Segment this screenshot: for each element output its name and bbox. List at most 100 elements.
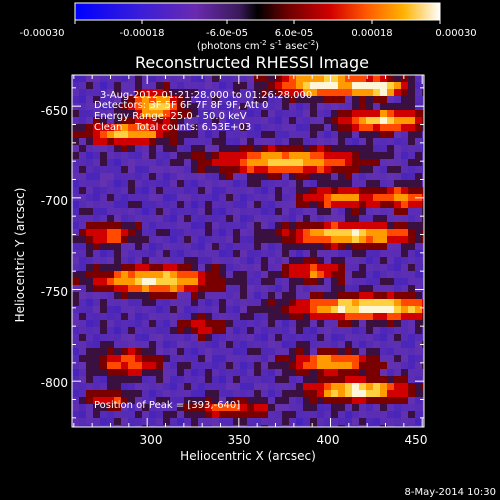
image-pixel <box>359 222 367 230</box>
image-pixel <box>289 285 297 293</box>
image-pixel <box>93 327 101 335</box>
image-pixel <box>268 215 276 223</box>
image-pixel <box>128 89 136 97</box>
image-pixel <box>177 222 185 230</box>
image-pixel <box>240 89 248 97</box>
image-pixel <box>79 390 87 398</box>
image-pixel <box>240 82 248 90</box>
image-pixel <box>184 264 192 272</box>
image-pixel <box>212 89 220 97</box>
image-pixel <box>198 110 206 118</box>
image-pixel <box>359 369 367 377</box>
image-pixel <box>100 376 108 384</box>
image-pixel <box>261 75 269 83</box>
image-pixel <box>93 236 101 244</box>
image-pixel <box>86 229 94 237</box>
image-pixel <box>226 124 234 132</box>
image-pixel <box>212 187 220 195</box>
image-pixel <box>121 229 129 237</box>
image-pixel <box>198 292 206 300</box>
image-pixel <box>114 75 122 83</box>
image-pixel <box>121 292 129 300</box>
image-pixel <box>282 411 290 419</box>
image-pixel <box>247 425 255 427</box>
image-pixel <box>79 306 87 314</box>
image-pixel <box>135 355 143 363</box>
image-pixel <box>275 103 283 111</box>
image-pixel <box>275 82 283 90</box>
image-pixel <box>177 208 185 216</box>
image-pixel <box>296 117 304 125</box>
image-pixel <box>338 292 346 300</box>
image-pixel <box>177 313 185 321</box>
image-pixel <box>198 152 206 160</box>
image-pixel <box>212 334 220 342</box>
image-pixel <box>296 110 304 118</box>
image-pixel <box>422 243 424 251</box>
image-pixel <box>247 334 255 342</box>
image-pixel <box>86 425 94 427</box>
image-pixel <box>366 180 374 188</box>
image-pixel <box>387 299 395 307</box>
image-pixel <box>191 229 199 237</box>
image-pixel <box>184 383 192 391</box>
image-pixel <box>191 201 199 209</box>
image-pixel <box>282 152 290 160</box>
image-pixel <box>324 208 332 216</box>
image-pixel <box>93 397 101 405</box>
image-pixel <box>324 390 332 398</box>
image-pixel <box>268 390 276 398</box>
image-pixel <box>142 264 150 272</box>
image-pixel <box>310 187 318 195</box>
image-pixel <box>170 187 178 195</box>
image-pixel <box>177 320 185 328</box>
image-pixel <box>268 376 276 384</box>
image-pixel <box>338 348 346 356</box>
image-pixel <box>121 355 129 363</box>
image-pixel <box>303 215 311 223</box>
image-pixel <box>93 355 101 363</box>
image-pixel <box>121 271 129 279</box>
image-pixel <box>352 229 360 237</box>
image-pixel <box>163 208 171 216</box>
image-pixel <box>331 194 339 202</box>
image-pixel <box>79 124 87 132</box>
image-pixel <box>282 355 290 363</box>
image-pixel <box>191 341 199 349</box>
image-pixel <box>198 285 206 293</box>
image-pixel <box>310 292 318 300</box>
image-pixel <box>310 236 318 244</box>
image-pixel <box>394 229 402 237</box>
image-pixel <box>387 306 395 314</box>
image-pixel <box>184 257 192 265</box>
image-pixel <box>359 173 367 181</box>
image-pixel <box>373 166 381 174</box>
image-pixel <box>310 327 318 335</box>
image-pixel <box>324 278 332 286</box>
image-pixel <box>121 145 129 153</box>
image-pixel <box>387 334 395 342</box>
image-pixel <box>233 173 241 181</box>
image-pixel <box>114 215 122 223</box>
image-pixel <box>142 327 150 335</box>
image-pixel <box>100 138 108 146</box>
image-pixel <box>170 411 178 419</box>
image-pixel <box>338 383 346 391</box>
image-pixel <box>100 152 108 160</box>
image-pixel <box>135 369 143 377</box>
image-pixel <box>121 299 129 307</box>
image-pixel <box>401 194 409 202</box>
image-pixel <box>72 285 80 293</box>
image-pixel <box>324 243 332 251</box>
image-pixel <box>107 362 115 370</box>
image-pixel <box>317 418 325 426</box>
image-pixel <box>303 376 311 384</box>
image-pixel <box>254 383 262 391</box>
image-pixel <box>352 411 360 419</box>
image-pixel <box>100 96 108 104</box>
image-pixel <box>184 313 192 321</box>
image-pixel <box>212 348 220 356</box>
image-pixel <box>170 124 178 132</box>
image-pixel <box>156 229 164 237</box>
image-pixel <box>422 215 424 223</box>
